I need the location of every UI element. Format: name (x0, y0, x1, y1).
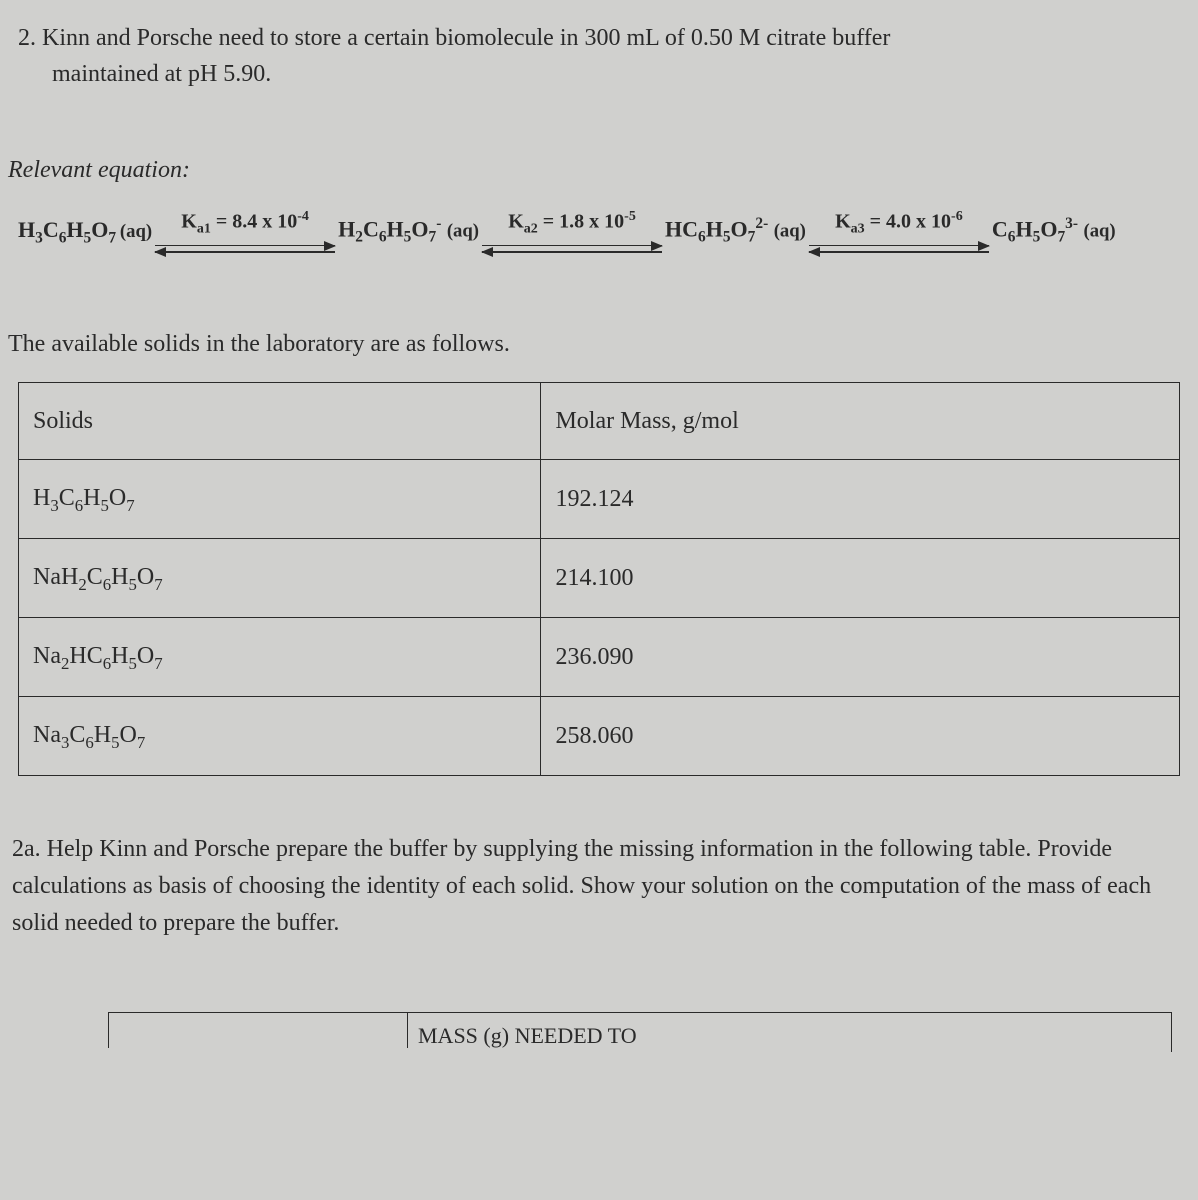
mm-cell: 258.060 (541, 696, 1180, 775)
part-2a: 2a. Help Kinn and Porsche prepare the bu… (12, 831, 1180, 943)
header-molar-mass: Molar Mass, g/mol (541, 382, 1180, 459)
problem-line2: maintained at pH 5.90. (52, 56, 271, 92)
solids-table: Solids Molar Mass, g/mol H3C6H5O7 192.12… (18, 382, 1180, 776)
arrow-1: Ka1 = 8.4 x 10-4 (155, 206, 335, 256)
ka1-label: Ka1 = 8.4 x 10-4 (181, 206, 309, 240)
table-row: Na3C6H5O7 258.060 (19, 696, 1180, 775)
relevant-equation-label: Relevant equation: (8, 152, 1180, 188)
ka3-label: Ka3 = 4.0 x 10-6 (835, 206, 963, 240)
problem-statement: 2. Kinn and Porsche need to store a cert… (18, 20, 1180, 92)
solid-cell: H3C6H5O7 (19, 459, 541, 538)
fragment-header-cell: MASS (g) NEEDED TO (408, 1012, 1172, 1052)
fragment-empty-cell (108, 1012, 408, 1048)
species-4: C6H5O73- (aq) (992, 212, 1116, 249)
solid-cell: Na3C6H5O7 (19, 696, 541, 775)
solid-cell: Na2HC6H5O7 (19, 617, 541, 696)
table-row: H3C6H5O7 192.124 (19, 459, 1180, 538)
part-2a-label: 2a. (12, 836, 41, 862)
table-header-row: Solids Molar Mass, g/mol (19, 382, 1180, 459)
bottom-table-fragment: MASS (g) NEEDED TO (108, 1012, 1180, 1052)
species-2: H2C6H5O7- (aq) (338, 212, 479, 249)
ka2-label: Ka2 = 1.8 x 10-5 (508, 206, 636, 240)
arrow-2: Ka2 = 1.8 x 10-5 (482, 206, 662, 256)
species-3: HC6H5O72- (aq) (665, 212, 806, 249)
problem-line1: Kinn and Porsche need to store a certain… (42, 25, 890, 51)
mm-cell: 192.124 (541, 459, 1180, 538)
table-row: NaH2C6H5O7 214.100 (19, 538, 1180, 617)
available-solids-label: The available solids in the laboratory a… (8, 326, 1180, 362)
species-1: H3C6H5O7 (aq) (18, 213, 152, 250)
table-row: Na2HC6H5O7 236.090 (19, 617, 1180, 696)
problem-number: 2. (18, 25, 36, 51)
arrow-3: Ka3 = 4.0 x 10-6 (809, 206, 989, 256)
header-solids: Solids (19, 382, 541, 459)
solid-cell: NaH2C6H5O7 (19, 538, 541, 617)
mm-cell: 214.100 (541, 538, 1180, 617)
mm-cell: 236.090 (541, 617, 1180, 696)
part-2a-text: Help Kinn and Porsche prepare the buffer… (12, 836, 1151, 936)
dissociation-equation: H3C6H5O7 (aq) Ka1 = 8.4 x 10-4 H2C6H5O7-… (18, 206, 1180, 256)
